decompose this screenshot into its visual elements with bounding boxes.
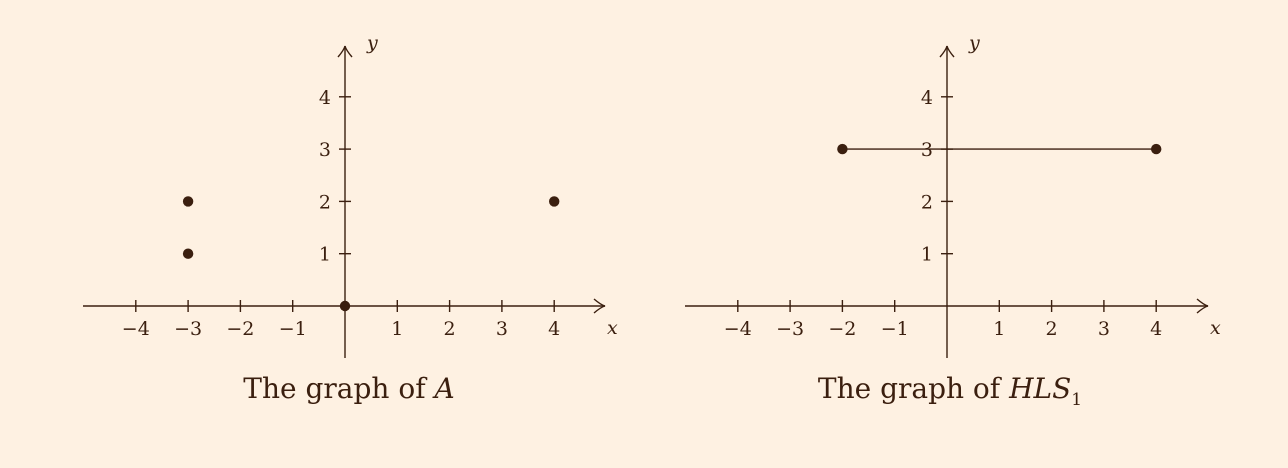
y-tick-label: 1 xyxy=(319,244,331,266)
y-tick-label: 2 xyxy=(921,191,933,213)
caption-math: HLS xyxy=(1008,372,1071,405)
x-axis-arrowhead xyxy=(1196,298,1209,314)
x-tick-label: 1 xyxy=(993,318,1005,340)
x-tick-label: −3 xyxy=(174,318,202,340)
x-tick-label: −1 xyxy=(279,318,307,340)
y-tick-label: 3 xyxy=(319,139,331,161)
data-point xyxy=(837,143,848,155)
x-tick-label: −2 xyxy=(828,318,856,340)
x-tick-label: −1 xyxy=(881,318,909,340)
x-tick-label: 2 xyxy=(444,318,456,340)
x-tick-label: 3 xyxy=(496,318,508,340)
x-tick-label: −2 xyxy=(226,318,254,340)
x-tick-label: −4 xyxy=(724,318,752,340)
y-tick-label: 3 xyxy=(921,139,933,161)
caption-subscript: 1 xyxy=(1071,390,1082,410)
x-tick-label: −3 xyxy=(776,318,804,340)
graph-of-a-caption: The graph of A xyxy=(243,372,454,405)
y-axis-arrowhead xyxy=(337,45,353,58)
data-point xyxy=(1151,143,1162,155)
x-tick-label: 2 xyxy=(1046,318,1058,340)
y-axis-arrowhead xyxy=(939,45,955,58)
y-tick-label: 4 xyxy=(319,87,331,109)
data-point xyxy=(182,248,194,259)
caption-prefix: The graph of xyxy=(243,372,434,405)
data-point xyxy=(549,196,560,207)
x-tick-label: −4 xyxy=(122,318,150,340)
graph-of-hls1-caption: The graph of HLS1 xyxy=(818,372,1082,410)
graph-of-hls1-panel: −4 −3 −2 −1 1 2 3 4 1 2 3 4 x y xyxy=(685,32,1221,358)
x-axis-label: x xyxy=(607,317,618,339)
y-axis-label: y xyxy=(968,32,980,54)
data-point xyxy=(339,300,351,312)
x-tick-label: 3 xyxy=(1098,318,1110,340)
x-axis-label: x xyxy=(1210,317,1221,339)
data-point xyxy=(182,196,194,207)
graph-of-a-panel: −4 −3 −2 −1 1 2 3 4 1 2 3 4 x y xyxy=(83,32,618,358)
caption-prefix: The graph of xyxy=(818,372,1009,405)
caption-math: A xyxy=(431,372,454,405)
x-tick-label: 1 xyxy=(391,318,403,340)
x-axis-arrowhead xyxy=(593,298,606,314)
x-tick-label: 4 xyxy=(548,318,560,340)
y-tick-label: 4 xyxy=(921,87,933,109)
x-tick-label: 4 xyxy=(1150,318,1162,340)
y-axis-label: y xyxy=(366,32,378,54)
y-tick-label: 1 xyxy=(921,244,933,266)
y-tick-label: 2 xyxy=(319,191,331,213)
